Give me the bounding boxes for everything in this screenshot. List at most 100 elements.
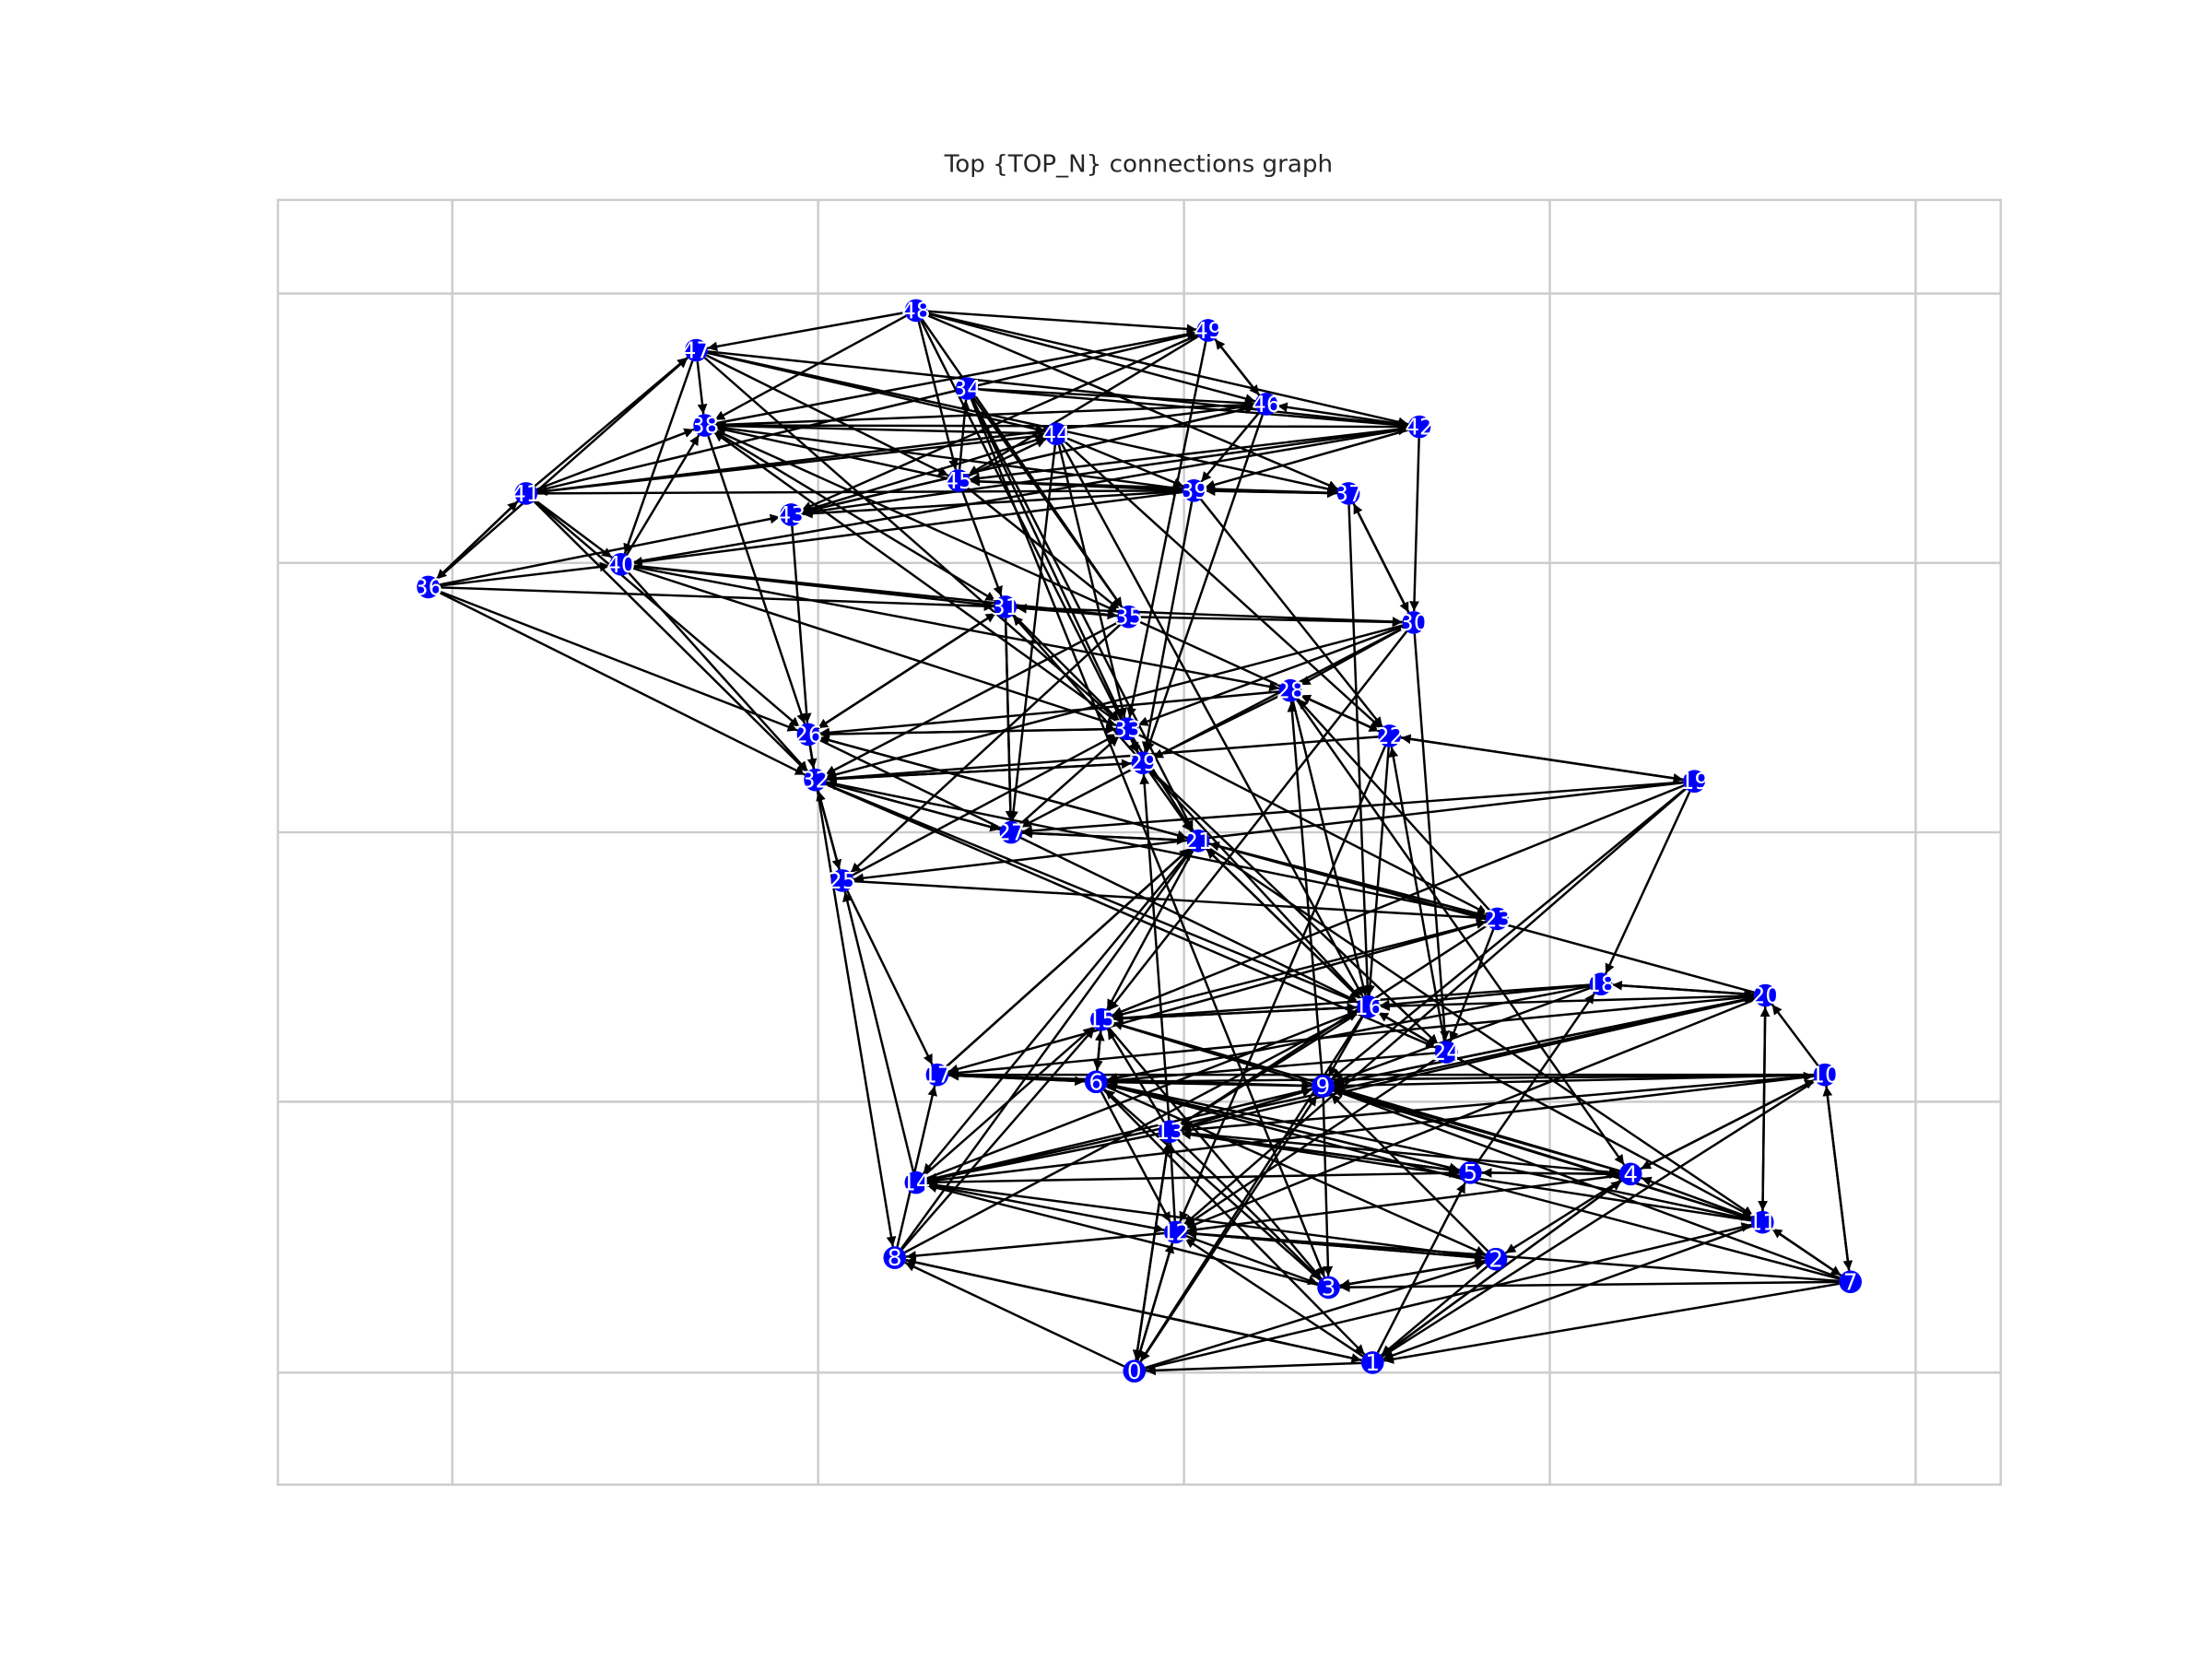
node	[1336, 482, 1360, 505]
edge	[1185, 998, 1756, 1230]
node	[883, 1246, 907, 1269]
edge	[1177, 1138, 1322, 1281]
edge	[715, 420, 1045, 435]
node-label: 8	[888, 1244, 902, 1271]
edge	[819, 690, 1279, 738]
node-label: 14	[901, 1170, 930, 1196]
edge	[1145, 1260, 1486, 1370]
edge	[631, 425, 1409, 564]
node	[1589, 972, 1613, 995]
node-label: 15	[1088, 1006, 1116, 1033]
node-label: 27	[996, 819, 1025, 846]
node	[1164, 1220, 1187, 1244]
edge	[439, 586, 994, 612]
edge	[826, 624, 1404, 780]
node	[1839, 1270, 1862, 1294]
edge	[1131, 738, 1141, 754]
edge	[945, 847, 1191, 1068]
edge	[1214, 338, 1261, 396]
edge	[631, 490, 1183, 567]
edge	[1287, 701, 1324, 1076]
edge	[1205, 848, 1361, 1000]
edge	[818, 735, 1755, 994]
node	[955, 377, 979, 400]
edge	[1322, 1097, 1334, 1277]
node-label: 17	[923, 1062, 951, 1088]
node	[1131, 751, 1155, 774]
edge	[1200, 412, 1260, 483]
edge	[1022, 828, 1187, 841]
node-label: 2	[1488, 1246, 1503, 1273]
node-label: 37	[1334, 480, 1362, 507]
edge	[1377, 1011, 1438, 1048]
edge	[1017, 606, 1403, 627]
edge	[534, 356, 688, 488]
edge	[1449, 928, 1495, 1042]
node	[1459, 1161, 1482, 1184]
node	[1751, 1210, 1774, 1234]
graph-title: Top {TOP_N} connections graph	[944, 150, 1333, 178]
edge	[926, 1182, 1318, 1287]
edge	[1112, 983, 1590, 1023]
edge	[707, 350, 1408, 430]
edge	[1380, 1265, 1488, 1357]
node	[1357, 995, 1380, 1018]
node-label: 25	[828, 867, 856, 894]
edge	[1016, 603, 1118, 618]
edge	[712, 430, 1119, 724]
edge	[1107, 1081, 1752, 1221]
edge	[1108, 630, 1408, 1012]
node-label: 28	[1276, 677, 1304, 704]
edge	[1771, 1228, 1842, 1277]
node	[1254, 393, 1278, 416]
node	[693, 414, 716, 437]
node	[417, 575, 440, 599]
edge	[1094, 1030, 1105, 1071]
node	[1158, 1120, 1182, 1143]
node	[1754, 983, 1777, 1007]
edge	[1183, 1237, 1364, 1358]
node	[1044, 422, 1068, 446]
node	[514, 482, 538, 505]
edge	[1334, 1074, 1814, 1091]
edge	[1481, 1168, 1619, 1178]
edge	[850, 623, 1122, 874]
edge	[535, 428, 695, 491]
node	[609, 553, 633, 576]
edge	[900, 849, 1193, 1250]
node	[904, 1171, 928, 1194]
node-label: 31	[991, 594, 1019, 620]
edge	[715, 329, 1197, 425]
edge	[852, 733, 1118, 877]
node	[1090, 1007, 1113, 1031]
edge	[1106, 1082, 1460, 1171]
edge	[1152, 694, 1281, 759]
node-label: 34	[953, 375, 982, 402]
edge	[927, 1168, 1460, 1184]
node-label: 5	[1464, 1159, 1478, 1186]
edge	[904, 1010, 1359, 1253]
edge	[947, 921, 1488, 1075]
node	[1182, 479, 1206, 502]
node-label: 21	[1183, 828, 1212, 854]
edge	[900, 1027, 1096, 1251]
node-label: 29	[1128, 749, 1157, 776]
edge	[536, 330, 1198, 492]
edge	[846, 889, 934, 1065]
edge	[1206, 846, 1754, 1218]
edge	[1641, 1176, 1753, 1220]
edge	[801, 334, 1199, 512]
node	[804, 768, 827, 792]
edge	[926, 1088, 1312, 1182]
edge	[1339, 1257, 1486, 1288]
edge	[1107, 1052, 1436, 1086]
edge	[534, 499, 613, 559]
node	[1117, 605, 1140, 629]
edge	[808, 745, 897, 1247]
edge	[802, 404, 1256, 513]
edge	[1186, 1229, 1840, 1283]
node-label: 46	[1252, 391, 1280, 418]
node	[925, 1063, 949, 1087]
